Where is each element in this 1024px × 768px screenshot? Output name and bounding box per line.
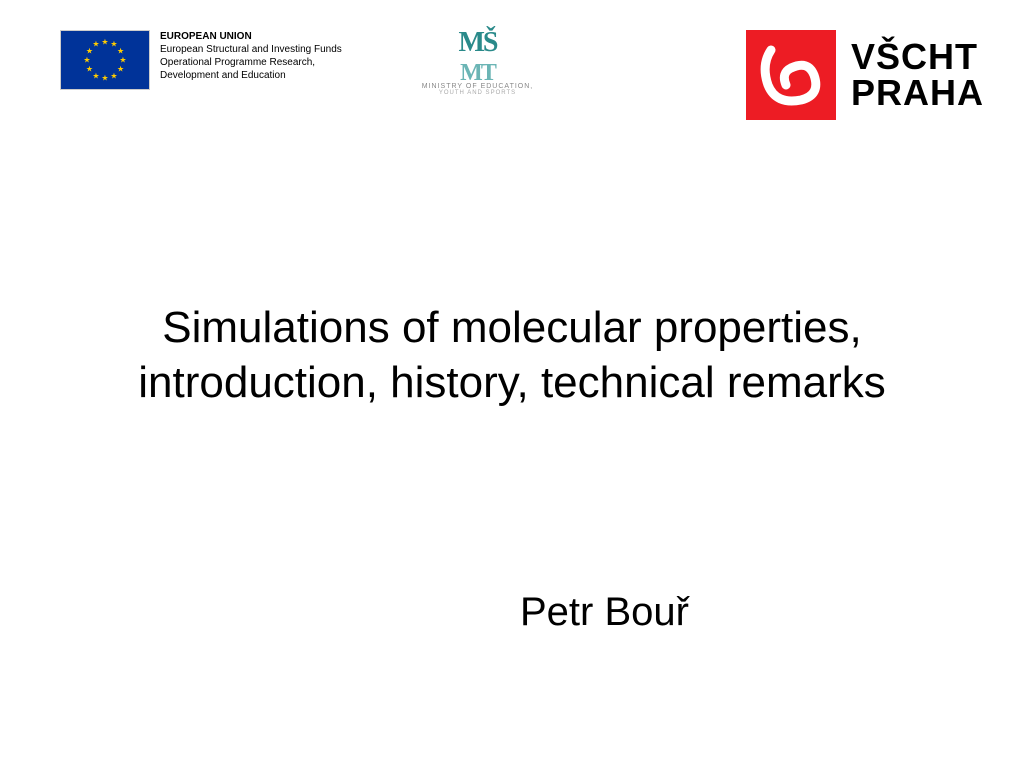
vscht-logo-block: VŠCHT PRAHA <box>746 30 984 120</box>
vscht-text: VŠCHT PRAHA <box>851 39 984 111</box>
msmt-logo-icon: MŠ MT <box>422 30 533 81</box>
logo-header: ★★★★★★★★★★★★ EUROPEAN UNION European Str… <box>0 0 1024 120</box>
vscht-line2: PRAHA <box>851 75 984 111</box>
slide-title: Simulations of molecular properties, int… <box>0 300 1024 410</box>
eu-line2: European Structural and Investing Funds <box>160 43 342 56</box>
eu-line1: EUROPEAN UNION <box>160 30 342 43</box>
msmt-logo-block: MŠ MT MINISTRY OF EDUCATION, YOUTH AND S… <box>422 30 533 96</box>
msmt-line2: YOUTH AND SPORTS <box>422 90 533 96</box>
msmt-logo-top: MŠ <box>459 27 497 58</box>
msmt-logo-bot: MT <box>460 63 495 85</box>
vscht-line1: VŠCHT <box>851 39 984 75</box>
eu-line3: Operational Programme Research, <box>160 56 342 69</box>
slide-author: Petr Bouř <box>520 590 689 635</box>
vscht-logo-icon <box>746 30 836 120</box>
eu-logo-block: ★★★★★★★★★★★★ EUROPEAN UNION European Str… <box>60 30 342 90</box>
eu-text: EUROPEAN UNION European Structural and I… <box>160 30 342 82</box>
eu-line4: Development and Education <box>160 69 342 82</box>
eu-flag-icon: ★★★★★★★★★★★★ <box>60 30 150 90</box>
